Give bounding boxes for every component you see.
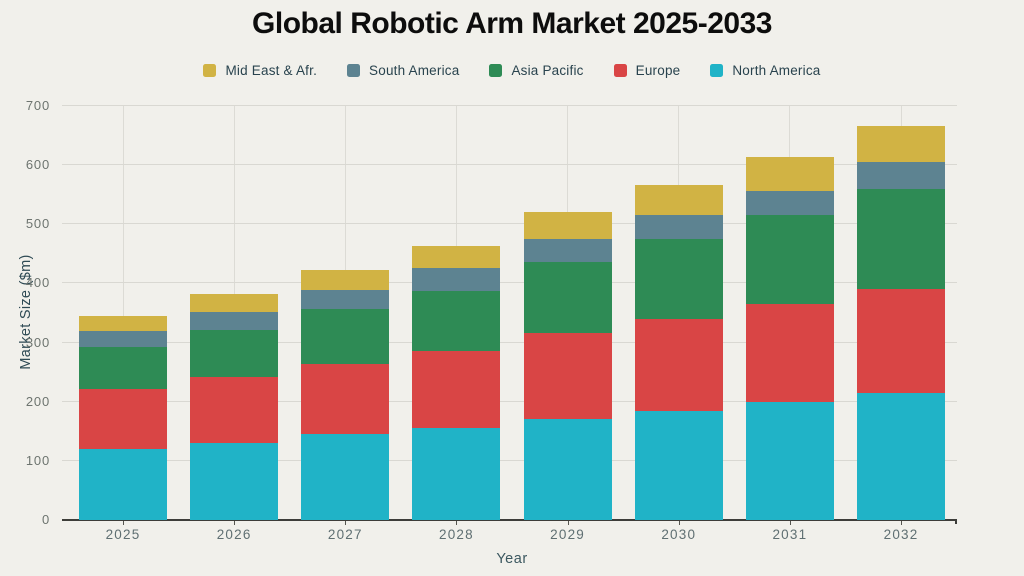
x-tick-mark-2028 <box>456 521 458 525</box>
bar-2026-north-america <box>190 443 279 520</box>
x-tick-label-2030: 2030 <box>661 527 697 542</box>
legend-label-europe: Europe <box>635 63 681 78</box>
legend-item-asia-pacific: Asia Pacific <box>489 63 583 78</box>
bar-2030-europe <box>634 318 723 411</box>
x-tick-mark-2032 <box>901 521 903 525</box>
legend-item-europe: Europe <box>613 63 681 78</box>
y-tick-label-600: 600 <box>25 157 50 173</box>
legend: Mid East & Afr. South America Asia Pacific… <box>0 63 1024 78</box>
bar-2026-mid-east-afr <box>190 294 279 312</box>
bar-2030-asia-pacific <box>634 239 723 319</box>
bar-2025-europe <box>79 388 167 449</box>
x-tick-mark-2027 <box>345 521 347 525</box>
gridline-h-300 <box>62 341 957 343</box>
y-tick-label-400: 400 <box>25 275 50 291</box>
bar-2032-mid-east-afr <box>857 125 946 163</box>
bar-2028-south-america <box>412 268 501 292</box>
x-tick-label-2026: 2026 <box>216 527 252 542</box>
bar-2026-south-america <box>190 311 279 331</box>
bar-2032-asia-pacific <box>857 188 946 290</box>
legend-label-mid-east-afr: Mid East & Afr. <box>225 63 318 78</box>
x-tick-label-2028: 2028 <box>439 527 474 542</box>
bar-2028-mid-east-afr <box>412 246 501 269</box>
legend-swatch-asia-pacific <box>489 64 503 77</box>
legend-item-mid-east-afr: Mid East & Afr. <box>203 63 317 78</box>
bar-2029-europe <box>523 332 612 420</box>
bar-2025-asia-pacific <box>79 347 167 389</box>
x-tick-label-2027: 2027 <box>327 527 363 542</box>
legend-swatch-europe <box>613 64 627 77</box>
bar-2029-north-america <box>523 419 612 520</box>
bar-2031-south-america <box>745 190 834 216</box>
x-tick-label-2029: 2029 <box>550 527 586 542</box>
gridline-h-400 <box>62 282 957 284</box>
bar-2027-south-america <box>301 289 390 310</box>
legend-swatch-south-america <box>347 64 361 77</box>
x-axis-end-tick <box>955 519 957 524</box>
bar-2025-south-america <box>79 330 167 348</box>
bar-2029-south-america <box>523 239 612 263</box>
gridline-h-500 <box>62 223 957 225</box>
legend-label-north-america: North America <box>732 63 821 78</box>
x-tick-mark-2026 <box>234 521 236 525</box>
legend-swatch-mid-east-afr <box>203 64 217 77</box>
bar-2031-asia-pacific <box>745 215 834 305</box>
x-tick-mark-2025 <box>123 521 124 525</box>
y-tick-label-200: 200 <box>25 393 50 409</box>
bar-2030-south-america <box>634 214 723 240</box>
bar-2029-asia-pacific <box>523 262 612 333</box>
bar-2032-europe <box>857 289 946 393</box>
gridline-h-100 <box>62 459 957 461</box>
bar-2032-south-america <box>857 162 946 189</box>
bar-2031-europe <box>745 304 834 402</box>
bar-2027-europe <box>301 364 390 435</box>
x-tick-label-2032: 2032 <box>883 527 919 542</box>
bar-2032-north-america <box>857 392 946 520</box>
x-tick-label-2031: 2031 <box>772 527 808 542</box>
bar-2029-mid-east-afr <box>523 212 612 240</box>
y-tick-label-100: 100 <box>25 452 50 468</box>
bar-2031-north-america <box>745 401 834 520</box>
bar-2028-north-america <box>412 428 501 520</box>
bar-2027-asia-pacific <box>301 309 390 365</box>
bar-2026-europe <box>190 377 279 444</box>
y-tick-label-500: 500 <box>25 216 50 232</box>
bar-2030-north-america <box>634 410 723 520</box>
bar-2027-north-america <box>301 434 390 520</box>
y-tick-label-700: 700 <box>25 98 50 113</box>
y-axis-title: Market Size ($m) <box>18 254 34 370</box>
plot-area <box>62 105 957 525</box>
x-tick-mark-2030 <box>678 521 680 525</box>
bar-2031-mid-east-afr <box>745 157 834 191</box>
x-tick-mark-2031 <box>789 521 791 525</box>
legend-item-south-america: South America <box>347 63 459 78</box>
bar-2028-asia-pacific <box>412 291 501 351</box>
y-tick-label-300: 300 <box>25 334 50 350</box>
bar-2025-mid-east-afr <box>79 315 167 331</box>
x-tick-mark-2029 <box>567 521 569 525</box>
x-axis-line <box>62 519 957 521</box>
bar-2026-asia-pacific <box>190 330 279 378</box>
y-tick-label-0: 0 <box>41 512 50 527</box>
gridline-v-2025 <box>122 106 124 519</box>
x-tick-label-2025: 2025 <box>105 527 141 542</box>
legend-label-south-america: South America <box>369 63 460 78</box>
legend-label-asia-pacific: Asia Pacific <box>511 63 584 78</box>
x-axis-title: Year <box>496 551 528 567</box>
bar-2027-mid-east-afr <box>301 270 390 290</box>
chart-title: Global Robotic Arm Market 2025-2033 <box>252 7 772 40</box>
legend-item-north-america: North America <box>710 63 820 78</box>
legend-swatch-north-america <box>710 64 724 77</box>
gridline-h-700 <box>62 105 957 106</box>
gridline-h-600 <box>62 164 957 166</box>
bar-2028-europe <box>412 350 501 429</box>
bar-2025-north-america <box>79 449 167 520</box>
gridline-h-200 <box>62 400 957 402</box>
bar-2030-mid-east-afr <box>634 184 723 215</box>
